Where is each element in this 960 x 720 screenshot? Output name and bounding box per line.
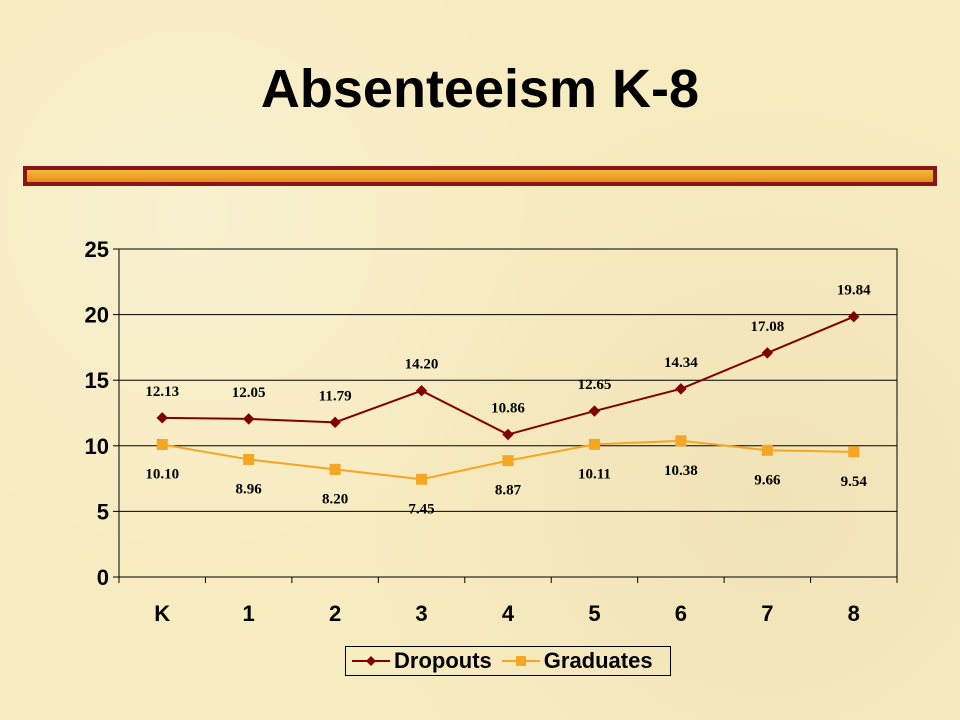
- dropouts-data-point: [675, 383, 687, 395]
- y-tick-label: 0: [97, 565, 109, 590]
- y-tick-label: 5: [97, 499, 109, 524]
- graduates-data-label: 7.45: [408, 501, 434, 517]
- dropouts-data-point: [156, 412, 168, 424]
- title-divider-bar: [23, 166, 937, 186]
- graduates-data-point: [156, 438, 168, 450]
- dropouts-data-label: 10.86: [491, 401, 525, 417]
- dropouts-data-label: 12.65: [578, 377, 612, 393]
- graduates-data-point: [416, 473, 428, 485]
- y-tick-label: 25: [85, 237, 109, 262]
- legend-label-graduates: Graduates: [543, 648, 653, 673]
- x-tick-label: 8: [848, 601, 860, 626]
- slide-title: Absenteeism K-8: [260, 59, 700, 119]
- x-tick-label: 6: [675, 601, 687, 626]
- dropouts-data-label: 14.34: [664, 355, 698, 371]
- graduates-data-label: 8.20: [322, 491, 348, 507]
- graduates-data-point: [588, 438, 600, 450]
- graduates-data-label: 10.38: [664, 463, 698, 479]
- legend-label-dropouts: Dropouts: [394, 648, 492, 673]
- graduates-data-point: [329, 463, 341, 475]
- dropouts-data-point: [415, 384, 428, 397]
- chart-gridlines: [118, 248, 898, 578]
- graduates-data-point: [502, 455, 514, 467]
- graduates-data-point: [761, 444, 773, 456]
- x-tick-label: 4: [502, 601, 515, 626]
- y-tick-label: 15: [85, 368, 109, 393]
- dropouts-data-label: 14.20: [405, 357, 439, 373]
- dropouts-data-point: [761, 347, 774, 359]
- legend-entry-graduates: Graduates: [501, 648, 653, 674]
- graduates-data-label: 9.66: [754, 472, 781, 488]
- graduates-data-label: 8.87: [495, 483, 522, 499]
- dropouts-data-point: [588, 405, 601, 417]
- dropouts-data-point: [242, 413, 255, 425]
- x-tick-label: 3: [415, 601, 427, 626]
- chart-axes: 0 5 10 15 20 25 K 1 2 3 4 5 6 7 8: [85, 237, 898, 626]
- graduates-data-label: 8.96: [236, 481, 263, 497]
- dropouts-data-label: 12.13: [145, 384, 179, 400]
- x-tick-label: K: [154, 601, 170, 626]
- graduates-legend-marker-icon: [501, 656, 540, 666]
- graduates-data-point: [243, 453, 255, 465]
- graduates-data-point: [848, 446, 860, 458]
- dropouts-data-point: [848, 310, 860, 323]
- dropouts-data-label: 19.84: [837, 283, 871, 299]
- x-tick-label: 2: [329, 601, 341, 626]
- x-tick-label: 7: [761, 601, 773, 626]
- chart-series: [156, 310, 860, 485]
- dropouts-data-label: 12.05: [232, 385, 266, 401]
- graduates-data-label: 10.11: [578, 466, 611, 482]
- y-tick-label: 20: [85, 303, 109, 328]
- dropouts-data-point: [329, 416, 341, 429]
- x-tick-label: 5: [588, 601, 600, 626]
- y-tick-label: 10: [85, 434, 109, 459]
- dropouts-data-label: 17.08: [750, 319, 784, 335]
- graduates-data-label: 10.10: [145, 466, 179, 482]
- chart-legend: Dropouts Graduates: [345, 646, 671, 676]
- dropouts-data-point: [502, 428, 514, 441]
- x-tick-label: 1: [243, 601, 255, 626]
- graduates-data-point: [675, 435, 687, 447]
- legend-entry-dropouts: Dropouts: [352, 648, 492, 674]
- chart-data-labels: 12.13 12.05 11.79 14.20 10.86 12.65 14.34 17.08…: [145, 283, 871, 518]
- dropouts-data-label: 11.79: [319, 388, 352, 404]
- dropouts-legend-marker-icon: [352, 656, 390, 666]
- graduates-data-label: 9.54: [841, 474, 868, 490]
